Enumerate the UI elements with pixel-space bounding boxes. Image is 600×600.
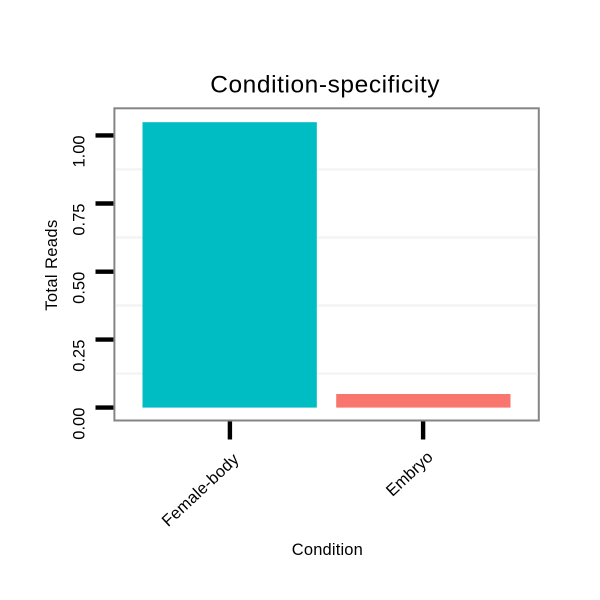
svg-text:Condition: Condition [292,541,363,559]
svg-text:1.00: 1.00 [71,135,89,167]
svg-text:0.25: 0.25 [71,340,89,372]
svg-text:0.75: 0.75 [71,204,89,236]
svg-text:0.00: 0.00 [71,408,89,440]
svg-text:Condition-specificity: Condition-specificity [210,72,440,99]
svg-text:Total Reads: Total Reads [43,220,61,311]
svg-text:0.50: 0.50 [71,272,89,304]
